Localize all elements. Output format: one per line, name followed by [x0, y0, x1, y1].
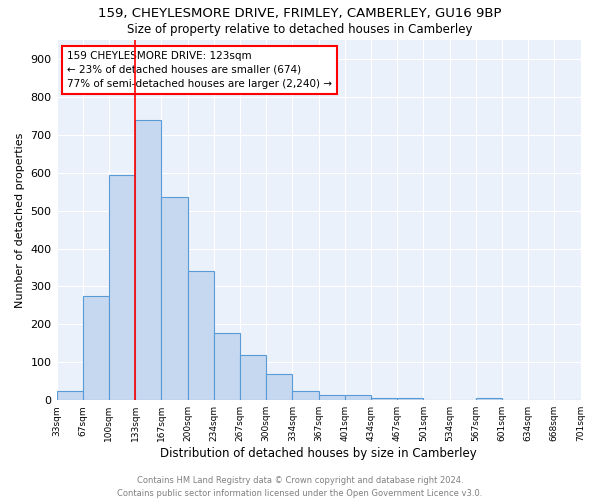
Bar — [371, 398, 397, 400]
Bar — [476, 398, 502, 400]
Bar — [56, 390, 83, 400]
Text: Contains HM Land Registry data © Crown copyright and database right 2024.
Contai: Contains HM Land Registry data © Crown c… — [118, 476, 482, 498]
Bar — [319, 394, 345, 400]
Y-axis label: Number of detached properties: Number of detached properties — [15, 132, 25, 308]
X-axis label: Distribution of detached houses by size in Camberley: Distribution of detached houses by size … — [160, 447, 477, 460]
Text: 159, CHEYLESMORE DRIVE, FRIMLEY, CAMBERLEY, GU16 9BP: 159, CHEYLESMORE DRIVE, FRIMLEY, CAMBERL… — [98, 8, 502, 20]
Bar — [135, 120, 161, 400]
Bar — [109, 174, 135, 400]
Bar — [345, 396, 371, 400]
Bar — [161, 196, 188, 400]
Bar — [292, 390, 319, 400]
Bar — [83, 296, 109, 400]
Text: Size of property relative to detached houses in Camberley: Size of property relative to detached ho… — [127, 22, 473, 36]
Bar — [188, 270, 214, 400]
Bar — [240, 356, 266, 400]
Text: 159 CHEYLESMORE DRIVE: 123sqm
← 23% of detached houses are smaller (674)
77% of : 159 CHEYLESMORE DRIVE: 123sqm ← 23% of d… — [67, 51, 332, 89]
Bar — [214, 332, 240, 400]
Bar — [397, 398, 424, 400]
Bar — [266, 374, 292, 400]
